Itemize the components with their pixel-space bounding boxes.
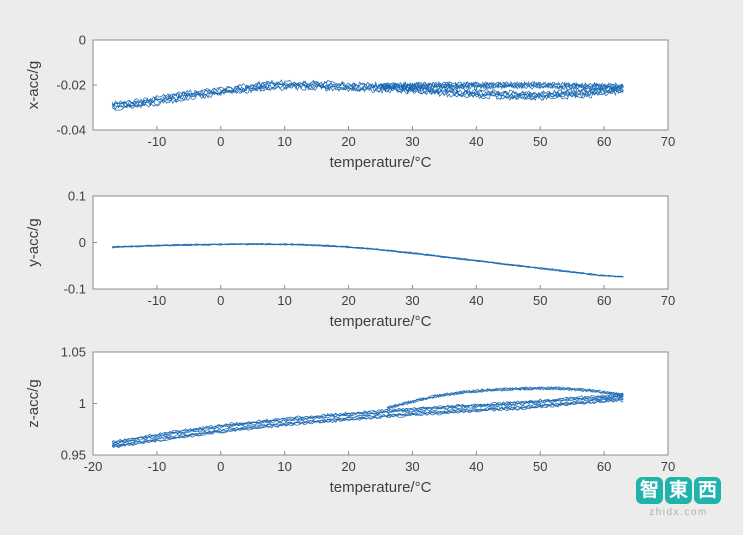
x-tick-label: 0: [217, 293, 224, 308]
y-tick-label: 1.05: [61, 345, 86, 360]
watermark-caption: zhidx.com: [649, 507, 708, 518]
x-tick-label: -10: [147, 459, 166, 474]
x-tick-label: 10: [277, 293, 291, 308]
x-tick-label: 30: [405, 293, 419, 308]
x-tick-label: 50: [533, 293, 547, 308]
y-tick-label: 0: [79, 33, 86, 48]
series-line-x-acc-g-0: [111, 80, 624, 107]
series-line-y-acc-g-0: [112, 243, 624, 278]
watermark-logo-tile: 智: [636, 477, 663, 504]
x-tick-label: 60: [597, 293, 611, 308]
x-tick-label: 40: [469, 134, 483, 149]
plot-area-y-acc-g: [92, 195, 669, 290]
x-tick-label: 60: [597, 134, 611, 149]
x-tick-label: 0: [217, 459, 224, 474]
series-line-z-acc-g-0: [112, 396, 624, 446]
x-tick-label: 60: [597, 459, 611, 474]
series-line-x-acc-g-1: [380, 80, 624, 88]
chart-x-acc-g: -10 0 10 20 30 40 50 60 70 0 -0.02 -0.04 temperature…: [25, 33, 675, 172]
watermark-tiles: 智東西: [636, 477, 721, 504]
x-axis-label-y-acc-g: temperature/°C: [330, 313, 432, 330]
y-tick-label: 0.1: [68, 189, 86, 204]
y-tick-label: -0.1: [64, 282, 86, 297]
x-tick-label: -10: [147, 134, 166, 149]
x-tick-label: 50: [533, 459, 547, 474]
chart-y-acc-g: -10 0 10 20 30 40 50 60 70 0.1 0 -0.1 temperature/°C…: [25, 189, 675, 331]
watermark: 智東西 zhidx.com: [636, 477, 721, 518]
series-line-y-acc-g-0: [112, 242, 624, 278]
x-tick-label: 20: [341, 459, 355, 474]
x-tick-label: 70: [661, 293, 675, 308]
series-line-z-acc-g-1: [112, 397, 624, 446]
x-tick-label: 10: [277, 459, 291, 474]
watermark-logo-tile: 東: [665, 477, 692, 504]
y-tick-label: -0.04: [56, 123, 86, 138]
chart-z-acc-g: -20 -10 0 10 20 30 40 50 60 70 1.05 1 0.95 temperatur…: [25, 345, 675, 497]
x-tick-label: 20: [341, 134, 355, 149]
x-axis-label-z-acc-g: temperature/°C: [330, 479, 432, 496]
x-tick-label: -20: [84, 459, 103, 474]
x-tick-label: 70: [661, 459, 675, 474]
y-axis-label-x-acc-g: x-acc/g: [25, 61, 42, 109]
y-axis-label-y-acc-g: y-acc/g: [25, 218, 42, 266]
x-tick-label: 30: [405, 459, 419, 474]
y-axis-label-z-acc-g: z-acc/g: [25, 379, 42, 427]
x-tick-label: 0: [217, 134, 224, 149]
x-tick-label: 50: [533, 134, 547, 149]
series-line-x-acc-g-0: [111, 79, 624, 106]
x-tick-label: 70: [661, 134, 675, 149]
x-tick-label: 40: [469, 293, 483, 308]
x-tick-label: 40: [469, 459, 483, 474]
series-line-z-acc-g-1: [112, 397, 624, 447]
series-line-z-acc-g-2: [386, 386, 624, 409]
x-tick-label: 30: [405, 134, 419, 149]
series-line-x-acc-g-1: [380, 81, 624, 89]
series-line-z-acc-g-2: [386, 385, 624, 408]
y-tick-label: -0.02: [56, 78, 86, 93]
x-tick-label: 10: [277, 134, 291, 149]
y-tick-label: 0.95: [61, 448, 86, 463]
y-tick-label: 0: [79, 235, 86, 250]
x-tick-label: -10: [147, 293, 166, 308]
watermark-logo-tile: 西: [694, 477, 721, 504]
series-line-x-acc-g-1: [380, 82, 624, 90]
x-tick-label: 20: [341, 293, 355, 308]
y-tick-label: 1: [79, 396, 86, 411]
series-line-z-acc-g-0: [112, 393, 624, 443]
x-axis-label-x-acc-g: temperature/°C: [330, 154, 432, 171]
